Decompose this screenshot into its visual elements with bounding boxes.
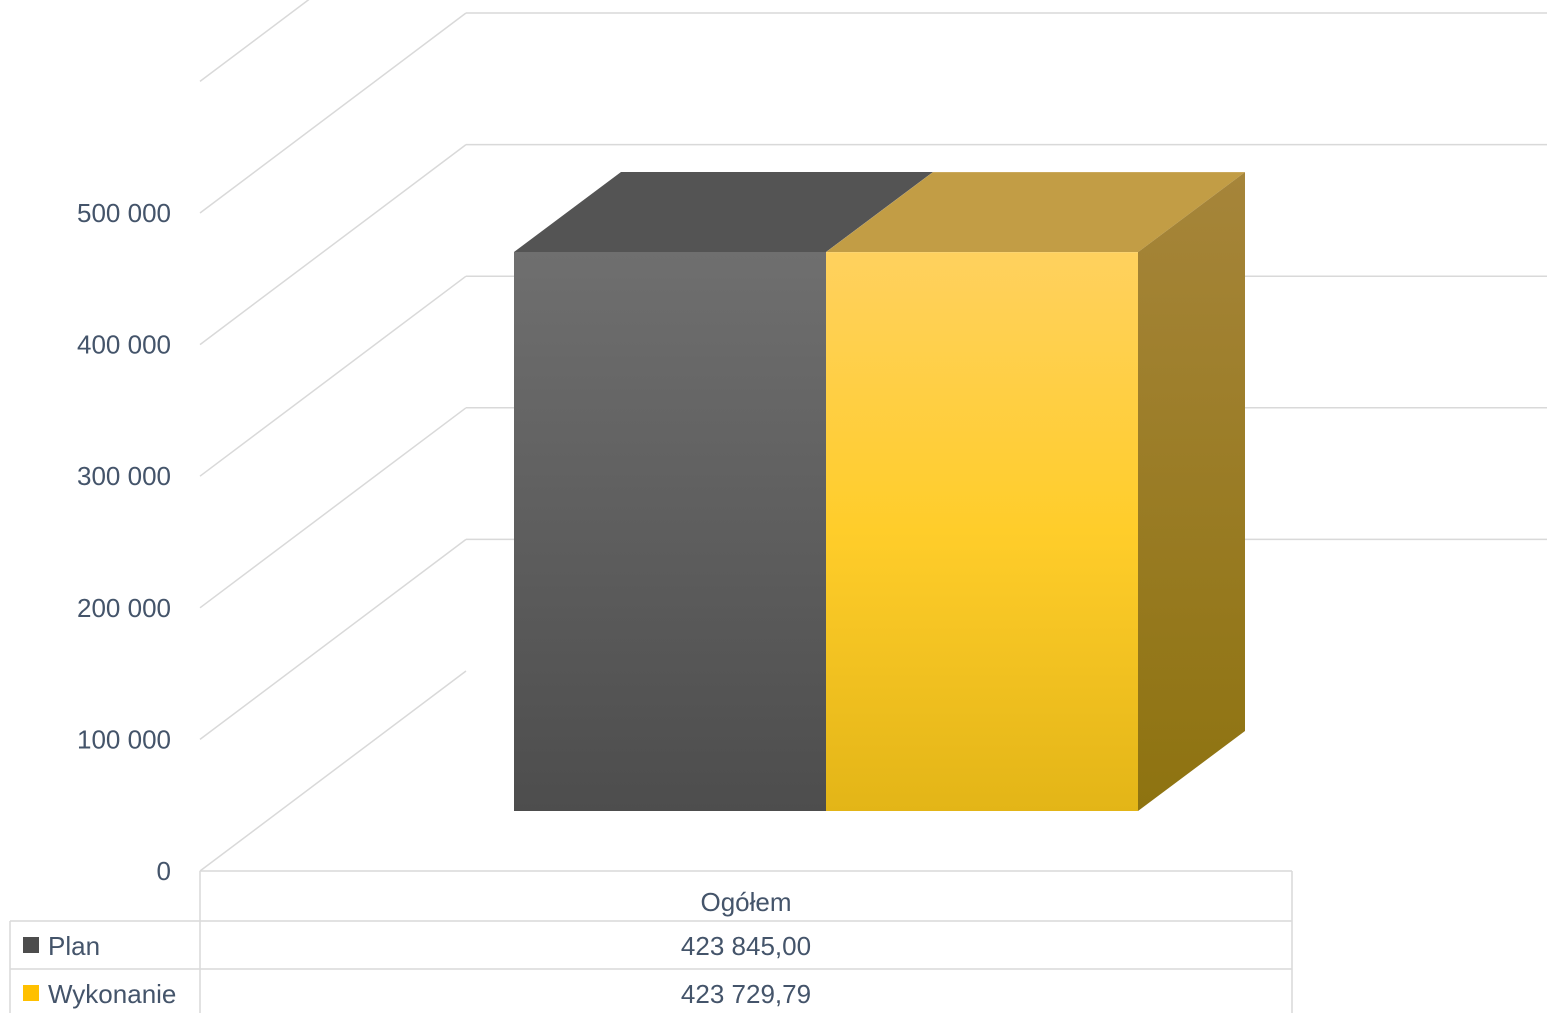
gridline-side [199,538,467,740]
gridline-side [199,12,467,214]
legend-label: Plan [48,931,100,961]
data-table: Ogółem Plan 423 845,00 Wykonanie 423 729,79 [9,870,1293,1013]
y-tick-label: 0 [157,856,171,886]
y-axis: 0 100 000 200 000 300 000 400 000 500 000 [77,198,171,886]
y-tick-label: 100 000 [77,724,171,754]
y-tick-label: 200 000 [77,593,171,623]
legend-swatch [23,985,39,1001]
bar-front [514,252,826,811]
bar-top [826,172,1245,253]
bars [514,172,1245,811]
y-tick-label: 300 000 [77,461,171,491]
data-value-label: 423 729,79 [681,979,811,1009]
legend-label: Wykonanie [48,979,176,1009]
data-value-label: 423 845,00 [681,931,811,961]
gridline-side [199,407,467,609]
bar-side [1138,172,1245,811]
gridline-side [199,0,310,82]
y-tick-label: 400 000 [77,330,171,360]
bar-plan [514,172,933,811]
floor-edge [199,670,467,872]
category-label: Ogółem [700,887,791,917]
gridline-side [199,144,467,346]
y-tick-label: 500 000 [77,198,171,228]
bar-top [514,172,933,252]
gridline-side [199,275,467,477]
legend-swatch [23,937,39,953]
bar-front [826,252,1138,811]
bar-wykonanie [826,172,1245,811]
